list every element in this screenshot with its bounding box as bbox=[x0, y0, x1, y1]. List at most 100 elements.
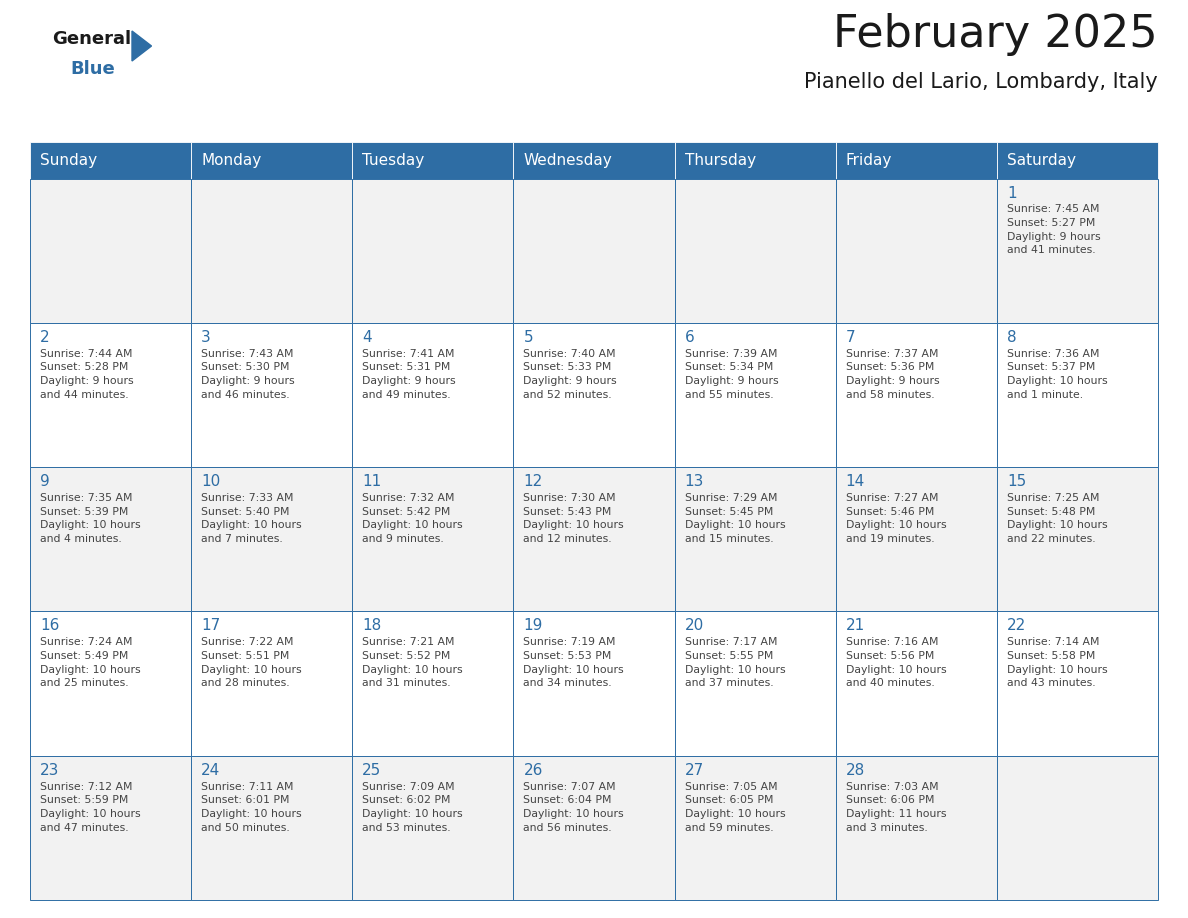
Text: Blue: Blue bbox=[70, 60, 115, 78]
Bar bbox=[191, 142, 353, 178]
Bar bbox=[30, 467, 191, 611]
Text: 21: 21 bbox=[846, 619, 865, 633]
Text: 3: 3 bbox=[201, 330, 211, 345]
Text: Sunrise: 7:45 AM
Sunset: 5:27 PM
Daylight: 9 hours
and 41 minutes.: Sunrise: 7:45 AM Sunset: 5:27 PM Dayligh… bbox=[1007, 205, 1100, 255]
Text: 5: 5 bbox=[524, 330, 533, 345]
Bar bbox=[353, 178, 513, 323]
Bar bbox=[353, 142, 513, 178]
Text: 4: 4 bbox=[362, 330, 372, 345]
Text: 2: 2 bbox=[40, 330, 50, 345]
Bar bbox=[353, 611, 513, 756]
Bar bbox=[353, 323, 513, 467]
Text: February 2025: February 2025 bbox=[833, 13, 1158, 56]
Bar bbox=[30, 611, 191, 756]
Text: Sunrise: 7:44 AM
Sunset: 5:28 PM
Daylight: 9 hours
and 44 minutes.: Sunrise: 7:44 AM Sunset: 5:28 PM Dayligh… bbox=[40, 349, 133, 399]
Text: 18: 18 bbox=[362, 619, 381, 633]
Bar bbox=[997, 323, 1158, 467]
Text: Sunrise: 7:40 AM
Sunset: 5:33 PM
Daylight: 9 hours
and 52 minutes.: Sunrise: 7:40 AM Sunset: 5:33 PM Dayligh… bbox=[524, 349, 617, 399]
Bar bbox=[835, 178, 997, 323]
Text: 23: 23 bbox=[40, 763, 59, 778]
Bar bbox=[997, 142, 1158, 178]
Text: 11: 11 bbox=[362, 474, 381, 489]
Bar bbox=[513, 323, 675, 467]
Text: Sunrise: 7:21 AM
Sunset: 5:52 PM
Daylight: 10 hours
and 31 minutes.: Sunrise: 7:21 AM Sunset: 5:52 PM Dayligh… bbox=[362, 637, 463, 688]
Text: General: General bbox=[52, 30, 131, 48]
Bar bbox=[675, 323, 835, 467]
Text: 27: 27 bbox=[684, 763, 703, 778]
Text: Sunrise: 7:05 AM
Sunset: 6:05 PM
Daylight: 10 hours
and 59 minutes.: Sunrise: 7:05 AM Sunset: 6:05 PM Dayligh… bbox=[684, 782, 785, 833]
Text: Sunrise: 7:24 AM
Sunset: 5:49 PM
Daylight: 10 hours
and 25 minutes.: Sunrise: 7:24 AM Sunset: 5:49 PM Dayligh… bbox=[40, 637, 140, 688]
Text: Tuesday: Tuesday bbox=[362, 152, 424, 168]
Bar bbox=[30, 142, 191, 178]
Text: 16: 16 bbox=[40, 619, 59, 633]
Text: Sunrise: 7:27 AM
Sunset: 5:46 PM
Daylight: 10 hours
and 19 minutes.: Sunrise: 7:27 AM Sunset: 5:46 PM Dayligh… bbox=[846, 493, 947, 543]
Text: 28: 28 bbox=[846, 763, 865, 778]
Bar bbox=[675, 178, 835, 323]
Text: 7: 7 bbox=[846, 330, 855, 345]
Bar bbox=[835, 611, 997, 756]
Bar bbox=[997, 467, 1158, 611]
Text: Sunrise: 7:41 AM
Sunset: 5:31 PM
Daylight: 9 hours
and 49 minutes.: Sunrise: 7:41 AM Sunset: 5:31 PM Dayligh… bbox=[362, 349, 456, 399]
Text: Sunrise: 7:37 AM
Sunset: 5:36 PM
Daylight: 9 hours
and 58 minutes.: Sunrise: 7:37 AM Sunset: 5:36 PM Dayligh… bbox=[846, 349, 940, 399]
Text: 14: 14 bbox=[846, 474, 865, 489]
Text: 22: 22 bbox=[1007, 619, 1026, 633]
Bar bbox=[997, 178, 1158, 323]
Text: Sunrise: 7:03 AM
Sunset: 6:06 PM
Daylight: 11 hours
and 3 minutes.: Sunrise: 7:03 AM Sunset: 6:06 PM Dayligh… bbox=[846, 782, 946, 833]
Text: Saturday: Saturday bbox=[1007, 152, 1076, 168]
Text: Sunrise: 7:43 AM
Sunset: 5:30 PM
Daylight: 9 hours
and 46 minutes.: Sunrise: 7:43 AM Sunset: 5:30 PM Dayligh… bbox=[201, 349, 295, 399]
Bar bbox=[513, 178, 675, 323]
Text: 20: 20 bbox=[684, 619, 703, 633]
Text: Friday: Friday bbox=[846, 152, 892, 168]
Bar bbox=[835, 142, 997, 178]
Polygon shape bbox=[132, 31, 152, 61]
Text: Wednesday: Wednesday bbox=[524, 152, 612, 168]
Text: Sunrise: 7:39 AM
Sunset: 5:34 PM
Daylight: 9 hours
and 55 minutes.: Sunrise: 7:39 AM Sunset: 5:34 PM Dayligh… bbox=[684, 349, 778, 399]
Bar bbox=[675, 467, 835, 611]
Bar bbox=[675, 142, 835, 178]
Bar bbox=[353, 756, 513, 900]
Bar bbox=[30, 178, 191, 323]
Text: Sunrise: 7:32 AM
Sunset: 5:42 PM
Daylight: 10 hours
and 9 minutes.: Sunrise: 7:32 AM Sunset: 5:42 PM Dayligh… bbox=[362, 493, 463, 543]
Text: 13: 13 bbox=[684, 474, 704, 489]
Bar bbox=[835, 323, 997, 467]
Bar bbox=[30, 323, 191, 467]
Text: Sunday: Sunday bbox=[40, 152, 97, 168]
Bar bbox=[997, 756, 1158, 900]
Bar bbox=[191, 178, 353, 323]
Text: 19: 19 bbox=[524, 619, 543, 633]
Text: Sunrise: 7:35 AM
Sunset: 5:39 PM
Daylight: 10 hours
and 4 minutes.: Sunrise: 7:35 AM Sunset: 5:39 PM Dayligh… bbox=[40, 493, 140, 543]
Bar bbox=[513, 142, 675, 178]
Bar bbox=[191, 611, 353, 756]
Text: Sunrise: 7:19 AM
Sunset: 5:53 PM
Daylight: 10 hours
and 34 minutes.: Sunrise: 7:19 AM Sunset: 5:53 PM Dayligh… bbox=[524, 637, 624, 688]
Text: Sunrise: 7:33 AM
Sunset: 5:40 PM
Daylight: 10 hours
and 7 minutes.: Sunrise: 7:33 AM Sunset: 5:40 PM Dayligh… bbox=[201, 493, 302, 543]
Bar bbox=[675, 756, 835, 900]
Text: 25: 25 bbox=[362, 763, 381, 778]
Text: 26: 26 bbox=[524, 763, 543, 778]
Text: Sunrise: 7:11 AM
Sunset: 6:01 PM
Daylight: 10 hours
and 50 minutes.: Sunrise: 7:11 AM Sunset: 6:01 PM Dayligh… bbox=[201, 782, 302, 833]
Bar bbox=[997, 611, 1158, 756]
Text: Sunrise: 7:16 AM
Sunset: 5:56 PM
Daylight: 10 hours
and 40 minutes.: Sunrise: 7:16 AM Sunset: 5:56 PM Dayligh… bbox=[846, 637, 947, 688]
Text: Sunrise: 7:14 AM
Sunset: 5:58 PM
Daylight: 10 hours
and 43 minutes.: Sunrise: 7:14 AM Sunset: 5:58 PM Dayligh… bbox=[1007, 637, 1107, 688]
Bar bbox=[513, 467, 675, 611]
Bar bbox=[191, 756, 353, 900]
Text: 8: 8 bbox=[1007, 330, 1017, 345]
Text: Pianello del Lario, Lombardy, Italy: Pianello del Lario, Lombardy, Italy bbox=[804, 72, 1158, 92]
Text: 9: 9 bbox=[40, 474, 50, 489]
Bar bbox=[835, 756, 997, 900]
Text: Sunrise: 7:09 AM
Sunset: 6:02 PM
Daylight: 10 hours
and 53 minutes.: Sunrise: 7:09 AM Sunset: 6:02 PM Dayligh… bbox=[362, 782, 463, 833]
Text: Sunrise: 7:12 AM
Sunset: 5:59 PM
Daylight: 10 hours
and 47 minutes.: Sunrise: 7:12 AM Sunset: 5:59 PM Dayligh… bbox=[40, 782, 140, 833]
Text: Sunrise: 7:29 AM
Sunset: 5:45 PM
Daylight: 10 hours
and 15 minutes.: Sunrise: 7:29 AM Sunset: 5:45 PM Dayligh… bbox=[684, 493, 785, 543]
Text: Sunrise: 7:22 AM
Sunset: 5:51 PM
Daylight: 10 hours
and 28 minutes.: Sunrise: 7:22 AM Sunset: 5:51 PM Dayligh… bbox=[201, 637, 302, 688]
Bar bbox=[513, 611, 675, 756]
Bar bbox=[353, 467, 513, 611]
Bar bbox=[513, 756, 675, 900]
Bar bbox=[675, 611, 835, 756]
Text: 10: 10 bbox=[201, 474, 221, 489]
Bar bbox=[191, 467, 353, 611]
Bar bbox=[30, 756, 191, 900]
Text: Sunrise: 7:17 AM
Sunset: 5:55 PM
Daylight: 10 hours
and 37 minutes.: Sunrise: 7:17 AM Sunset: 5:55 PM Dayligh… bbox=[684, 637, 785, 688]
Text: 15: 15 bbox=[1007, 474, 1026, 489]
Text: Sunrise: 7:07 AM
Sunset: 6:04 PM
Daylight: 10 hours
and 56 minutes.: Sunrise: 7:07 AM Sunset: 6:04 PM Dayligh… bbox=[524, 782, 624, 833]
Bar bbox=[835, 467, 997, 611]
Text: 17: 17 bbox=[201, 619, 221, 633]
